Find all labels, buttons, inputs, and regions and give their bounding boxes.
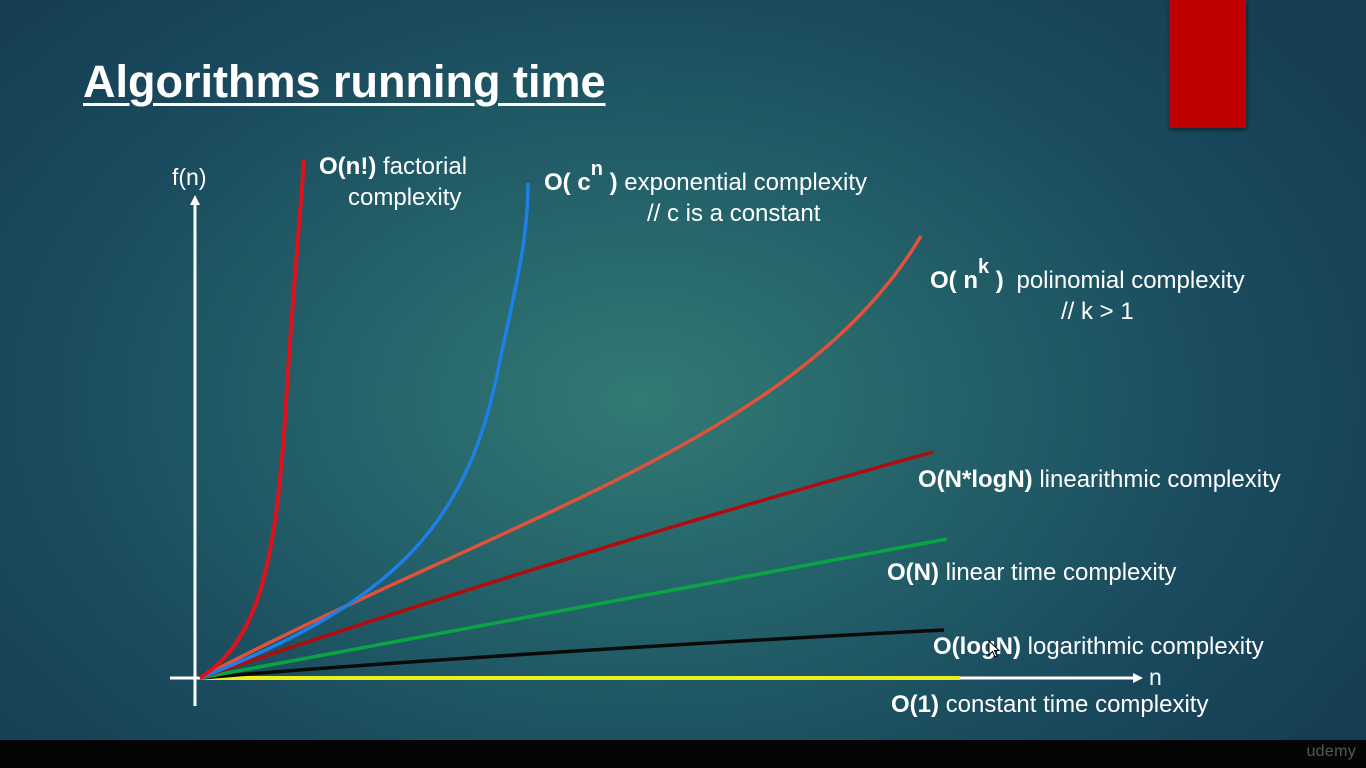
series-linearithmic <box>199 450 934 680</box>
label-polynomial-text: polinomial complexity <box>1016 267 1245 294</box>
label-logarithmic: O(logN) logarithmic complexity <box>933 631 1264 662</box>
label-polynomial-notation-pre: O( n <box>930 267 978 294</box>
slide: Algorithms running time f(n) n O(n!) fac… <box>0 0 1366 740</box>
series-factorial <box>198 159 306 680</box>
label-exponential: O( cn ) exponential complexity // c is a… <box>544 158 868 229</box>
label-logarithmic-notation: O(logN) <box>933 633 1021 660</box>
series-polynomial <box>199 235 923 680</box>
label-polynomial-note: // k > 1 <box>1061 298 1134 325</box>
label-exponential-notation-pre: O( c <box>544 169 591 196</box>
label-logarithmic-text: logarithmic complexity <box>1027 633 1264 660</box>
label-exponential-notation-post: ) <box>602 169 618 196</box>
series-exponential <box>199 182 530 680</box>
label-polynomial-superscript: k <box>978 256 990 278</box>
label-factorial: O(n!) factorial complexity <box>319 151 467 213</box>
label-linearithmic-text: linearithmic complexity <box>1039 466 1281 493</box>
player-bottom-bar: udemy <box>0 740 1366 768</box>
series-linear <box>199 537 948 680</box>
red-decorative-block <box>1169 0 1246 128</box>
complexity-chart <box>170 159 1143 706</box>
label-polynomial-notation-post: ) <box>989 267 1004 294</box>
mouse-pointer-icon <box>988 640 1000 658</box>
label-linearithmic: O(N*logN) linearithmic complexity <box>918 464 1281 495</box>
label-constant: O(1) constant time complexity <box>891 689 1208 720</box>
label-factorial-notation: O(n!) <box>319 153 377 180</box>
label-linearithmic-notation: O(N*logN) <box>918 466 1033 493</box>
label-constant-notation: O(1) <box>891 691 939 718</box>
label-constant-text: constant time complexity <box>945 691 1209 718</box>
label-exponential-note: // c is a constant <box>647 200 821 227</box>
slide-title: Algorithms running time <box>83 56 606 107</box>
y-axis-label: f(n) <box>172 164 207 190</box>
udemy-watermark: udemy <box>1306 743 1356 760</box>
label-linear-notation: O(N) <box>887 559 939 586</box>
label-factorial-text2: complexity <box>348 184 462 211</box>
label-linear: O(N) linear time complexity <box>887 557 1176 588</box>
label-exponential-superscript: n <box>590 158 603 180</box>
x-axis-label: n <box>1149 664 1162 690</box>
label-linear-text: linear time complexity <box>945 559 1177 586</box>
series-logarithmic <box>199 628 945 680</box>
label-factorial-text: factorial <box>382 153 468 180</box>
label-exponential-text: exponential complexity <box>624 169 868 196</box>
label-polynomial: O( nk ) polinomial complexity // k > 1 <box>930 256 1245 327</box>
